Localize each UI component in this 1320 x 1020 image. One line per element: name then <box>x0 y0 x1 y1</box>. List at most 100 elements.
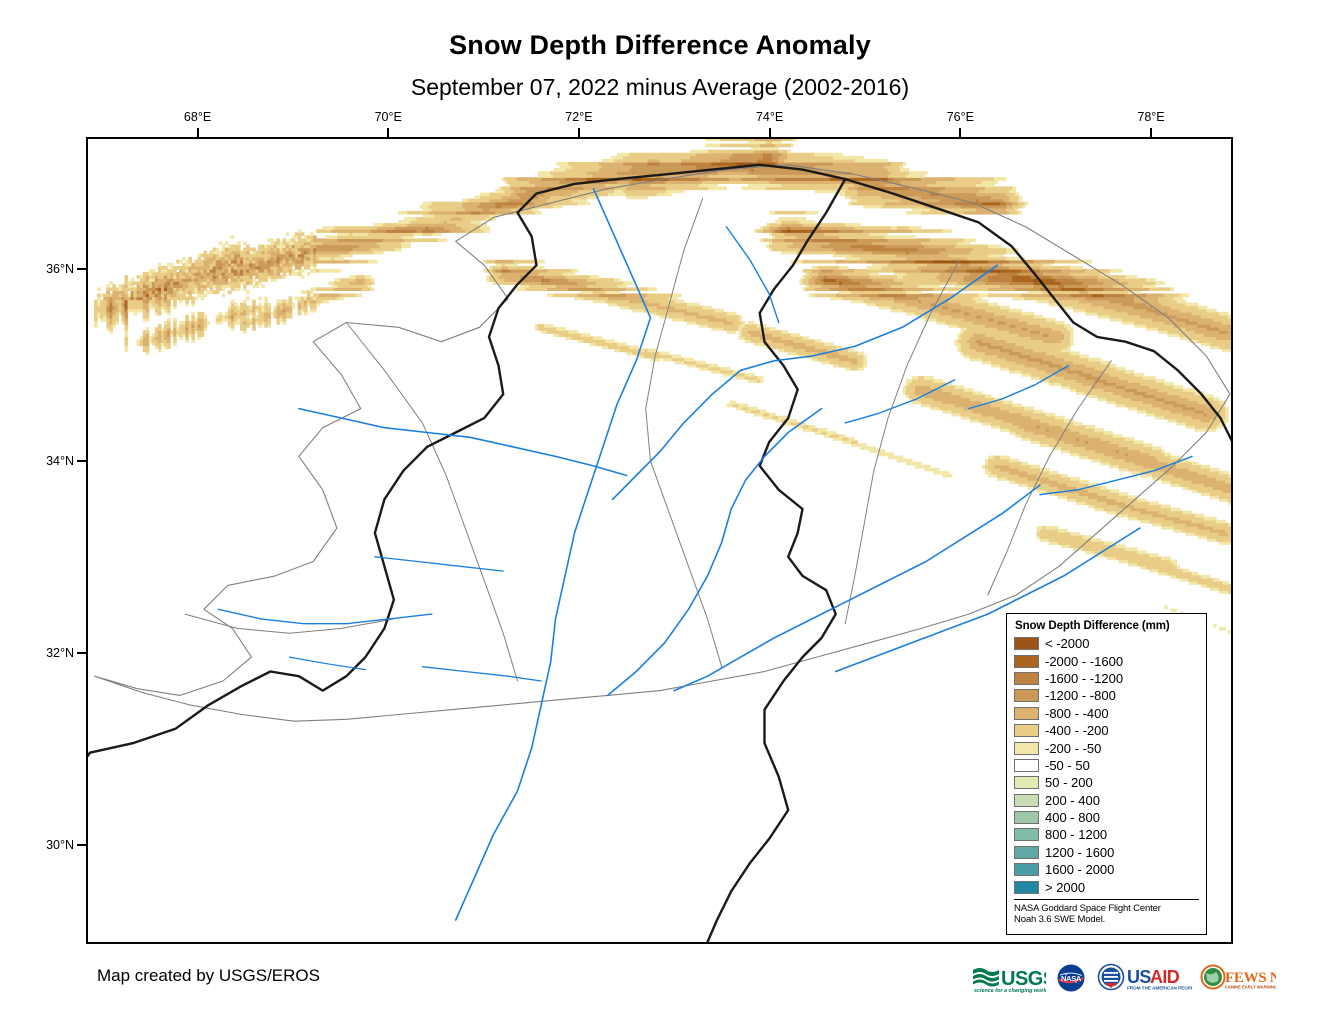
river-indus-upper <box>611 264 999 501</box>
national-border-china <box>844 177 1231 442</box>
legend-label: -50 - 50 <box>1045 757 1090 773</box>
legend-item: -50 - 50 <box>1014 757 1199 774</box>
legend-item: 200 - 400 <box>1014 792 1199 809</box>
legend-item: -1200 - -800 <box>1014 687 1199 704</box>
river-chenab <box>673 484 1041 692</box>
legend-label: -200 - -50 <box>1045 740 1102 756</box>
lon-tick <box>577 128 580 137</box>
legend-item: 50 - 200 <box>1014 774 1199 791</box>
lon-tick <box>387 128 390 137</box>
page-subtitle: September 07, 2022 minus Average (2002-2… <box>410 74 910 100</box>
legend-swatch <box>1014 758 1039 772</box>
national-border-india <box>706 589 837 942</box>
river-tributary-a <box>421 666 542 682</box>
legend-swatch <box>1014 845 1039 859</box>
usgs-logo: USGS science for a changing world <box>972 961 1046 995</box>
legend-item: -200 - -50 <box>1014 739 1199 756</box>
lon-tick <box>959 128 962 137</box>
legend-swatch <box>1014 724 1039 738</box>
lat-tick-label: 30°N <box>46 838 74 853</box>
page-title: Snow Depth Difference Anomaly <box>449 30 871 60</box>
sub-basin-divide-south <box>184 613 395 634</box>
lat-tick <box>77 459 86 462</box>
national-border-west-edge <box>88 751 92 757</box>
legend-panel: Snow Depth Difference (mm) < -2000 -2000 … <box>1006 613 1207 935</box>
river-tributary-c <box>288 656 366 671</box>
legend-swatch <box>1014 689 1039 703</box>
river-ravi <box>834 527 1141 673</box>
legend-note-line2: Noah 3.6 SWE Model. <box>1014 914 1106 926</box>
nasa-logo: NASA <box>1054 961 1088 995</box>
legend-rows: < -2000 -2000 - -1600 -1600 - -1200 -1200 -… <box>1014 635 1199 896</box>
lon-tick-label: 70°E <box>374 110 402 124</box>
lon-tick <box>1150 128 1152 137</box>
national-border-line-of-control <box>758 177 847 592</box>
river-jhelum <box>606 407 823 697</box>
sub-basin-divide-kabul <box>345 322 518 682</box>
lon-tick-label: 78°E <box>1137 110 1165 124</box>
legend-swatch <box>1014 863 1039 877</box>
legend-note-line1: NASA Goddard Space Flight Center <box>1014 902 1161 914</box>
lon-tick-label: 72°E <box>565 110 593 124</box>
legend-item: < -2000 <box>1014 635 1199 652</box>
legend-swatch <box>1014 828 1039 842</box>
lon-tick-label: 76°E <box>946 110 974 124</box>
sub-basin-divide-jhelum <box>844 259 960 625</box>
legend-swatch <box>1014 671 1039 685</box>
legend-swatch <box>1014 637 1039 651</box>
river-zanskar <box>968 364 1070 410</box>
legend-label: 200 - 400 <box>1045 792 1100 808</box>
legend-item: 1600 - 2000 <box>1014 861 1199 878</box>
anomaly-raster <box>94 139 1231 634</box>
lon-tick <box>196 128 199 137</box>
legend-item: 1200 - 1600 <box>1014 844 1199 861</box>
national-border-afghanistan <box>88 163 847 754</box>
river-kabul <box>298 407 628 477</box>
lat-tick-label: 36°N <box>46 261 74 276</box>
legend-item: -400 - -200 <box>1014 722 1199 739</box>
basin-boundary <box>94 164 1231 722</box>
lat-tick <box>77 267 86 270</box>
legend-label: 800 - 1200 <box>1045 827 1108 843</box>
river-indus-main <box>454 187 652 921</box>
legend-item: -1600 - -1200 <box>1014 670 1199 687</box>
legend-item: 400 - 800 <box>1014 809 1199 826</box>
lat-tick <box>77 844 86 847</box>
legend-label: > 2000 <box>1045 879 1086 895</box>
legend-item: 800 - 1200 <box>1014 826 1199 843</box>
legend-label: -1200 - -800 <box>1045 688 1116 704</box>
legend-divider <box>1014 898 1199 900</box>
legend-item: > 2000 <box>1014 878 1199 895</box>
legend-swatch <box>1014 793 1039 807</box>
legend-swatch <box>1014 741 1039 755</box>
sub-basin-divide-chenab <box>987 360 1112 596</box>
usaid-logo: US AID FROM THE AMERICAN PEOPLE <box>1096 961 1192 995</box>
legend-swatch <box>1014 880 1039 894</box>
legend-label: -800 - -400 <box>1045 705 1109 721</box>
lon-tick-label: 74°E <box>755 110 784 124</box>
legend-swatch <box>1014 776 1039 790</box>
legend-swatch <box>1014 654 1039 668</box>
map-raster <box>88 139 1231 942</box>
river-gomal <box>217 608 433 625</box>
river-shyok <box>1039 455 1193 496</box>
agency-logos: USGS science for a changing world NASA U… <box>972 958 1276 998</box>
river-kurram <box>374 556 504 572</box>
legend-label: 1200 - 1600 <box>1045 844 1115 860</box>
legend-title: Snow Depth Difference (mm) <box>1015 620 1170 632</box>
legend-label: -1600 - -1200 <box>1045 670 1124 686</box>
river-tributary-b <box>844 379 956 424</box>
river-gilgit <box>725 226 780 324</box>
legend-swatch <box>1014 706 1039 720</box>
legend-label: -400 - -200 <box>1045 723 1109 739</box>
lat-tick-label: 32°N <box>46 645 74 660</box>
lat-tick-label: 34°N <box>46 453 74 468</box>
legend-label: < -2000 <box>1045 636 1090 652</box>
map-credit: Map created by USGS/EROS <box>97 966 320 985</box>
legend-label: 1600 - 2000 <box>1045 862 1115 878</box>
sub-basin-divide-indus-upper <box>645 197 723 668</box>
legend-label: 50 - 200 <box>1045 775 1093 791</box>
lat-tick <box>77 651 86 654</box>
lon-tick-label: 68°E <box>183 110 212 124</box>
fewsnet-logo: FEWS NET FAMINE EARLY WARNING SYSTEMS NE… <box>1200 961 1276 995</box>
